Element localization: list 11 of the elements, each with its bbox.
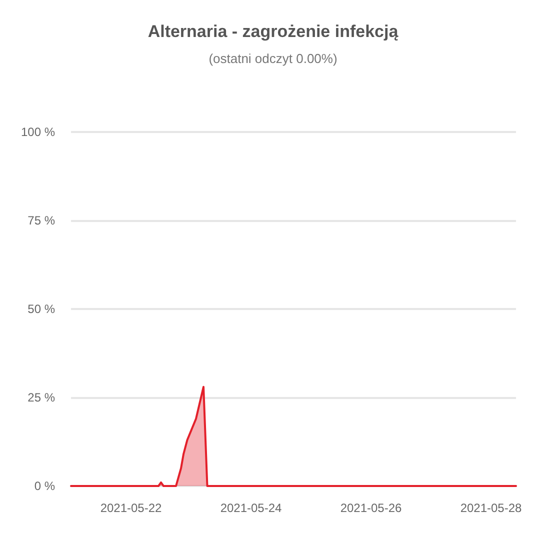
y-tick-label: 100 % [20, 125, 56, 139]
x-tick-label: 2021-05-24 [220, 501, 282, 515]
y-tick-label: 50 % [28, 302, 56, 316]
y-tick-label: 75 % [28, 214, 56, 228]
x-tick-label: 2021-05-22 [100, 501, 162, 515]
chart-title: Alternaria - zagrożenie infekcją [148, 22, 399, 41]
y-tick-label: 25 % [28, 390, 56, 404]
chart-subtitle: (ostatni odczyt 0.00%) [208, 51, 338, 66]
x-tick-label: 2021-05-26 [340, 501, 402, 515]
y-tick-label: 0 % [34, 479, 56, 493]
x-tick-label: 2021-05-28 [460, 501, 522, 515]
